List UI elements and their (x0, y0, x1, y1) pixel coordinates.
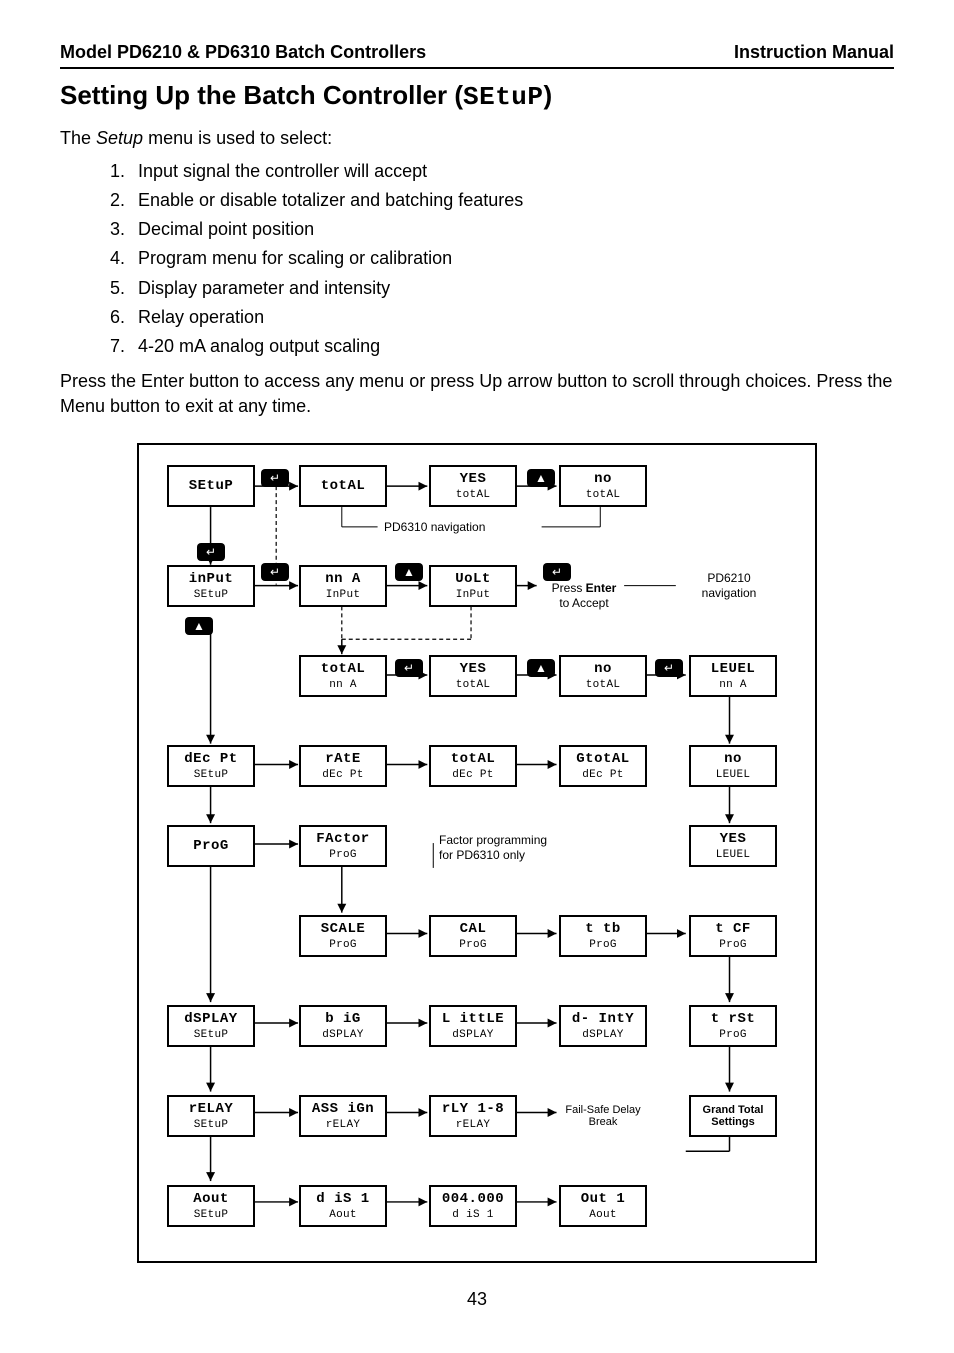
box-volt: UoLtInPut (429, 565, 517, 607)
box-yes-level: YESLEUEL (689, 825, 777, 867)
up-icon: ▲ (527, 469, 555, 487)
box-rate: rAtEdEc Pt (299, 745, 387, 787)
header-left: Model PD6210 & PD6310 Batch Controllers (60, 40, 426, 65)
box-relay: rELAYSEtuP (167, 1095, 255, 1137)
enter-icon: ↵ (655, 659, 683, 677)
note-pd6210-nav: PD6210 navigation (684, 571, 774, 600)
instruction-paragraph: Press the Enter button to access any men… (60, 369, 894, 419)
up-icon: ▲ (395, 563, 423, 581)
box-failsafe: Fail-Safe Delay Break (559, 1095, 647, 1137)
box-assign: ASS iGnrELAY (299, 1095, 387, 1137)
box-rly18: rLY 1-8rELAY (429, 1095, 517, 1137)
list-item: Display parameter and intensity (130, 276, 894, 301)
box-little: L ittLEdSPLAY (429, 1005, 517, 1047)
list-item: Input signal the controller will accept (130, 159, 894, 184)
enter-icon: ↵ (261, 563, 289, 581)
box-aout: AoutSEtuP (167, 1185, 255, 1227)
box-dsplay: dSPLAYSEtuP (167, 1005, 255, 1047)
box-big: b iGdSPLAY (299, 1005, 387, 1047)
header-right: Instruction Manual (734, 40, 894, 65)
box-prog: ProG (167, 825, 255, 867)
box-ma: nn AInPut (299, 565, 387, 607)
up-icon: ▲ (527, 659, 555, 677)
enter-icon: ↵ (543, 563, 571, 581)
list-item: Decimal point position (130, 217, 894, 242)
box-dis1: d iS 1Aout (299, 1185, 387, 1227)
box-total-dec: totALdEc Pt (429, 745, 517, 787)
box-no-level: noLEUEL (689, 745, 777, 787)
menu-flow-diagram: SEtuP ↵ totAL YEStotAL ▲ nototAL PD6310 … (137, 443, 817, 1263)
box-no: nototAL (559, 465, 647, 507)
intro-text: The Setup menu is used to select: (60, 126, 894, 151)
box-level: LEUELnn A (689, 655, 777, 697)
enter-icon: ↵ (395, 659, 423, 677)
box-yes-total: YEStotAL (429, 655, 517, 697)
page-title: Setting Up the Batch Controller (SEtuP) (60, 77, 894, 115)
up-icon: ▲ (185, 617, 213, 635)
box-tcf: t CFProG (689, 915, 777, 957)
box-yes: YEStotAL (429, 465, 517, 507)
box-no-total: nototAL (559, 655, 647, 697)
page-number: 43 (60, 1287, 894, 1312)
box-trst: t rStProG (689, 1005, 777, 1047)
box-dinty: d- IntYdSPLAY (559, 1005, 647, 1047)
box-cal: CALProG (429, 915, 517, 957)
box-grand-total: Grand Total Settings (689, 1095, 777, 1137)
list-item: 4-20 mA analog output scaling (130, 334, 894, 359)
note-pd6310-nav: PD6310 navigation (384, 520, 485, 534)
list-item: Relay operation (130, 305, 894, 330)
box-decpt: dEc PtSEtuP (167, 745, 255, 787)
box-factor: FActorProG (299, 825, 387, 867)
box-004000: 004.000d iS 1 (429, 1185, 517, 1227)
box-total: totAL (299, 465, 387, 507)
enter-icon: ↵ (261, 469, 289, 487)
box-out1: Out 1Aout (559, 1185, 647, 1227)
enter-icon: ↵ (197, 543, 225, 561)
list-item: Program menu for scaling or calibration (130, 246, 894, 271)
note-factor: Factor programming for PD6310 only (439, 833, 559, 862)
box-input: inPutSEtuP (167, 565, 255, 607)
box-gtotal-dec: GtotALdEc Pt (559, 745, 647, 787)
box-ttb: t tbProG (559, 915, 647, 957)
box-setup: SEtuP (167, 465, 255, 507)
box-scale: SCALEProG (299, 915, 387, 957)
box-total-ma: totALnn A (299, 655, 387, 697)
note-press-enter: Press Enterto Accept (544, 581, 624, 610)
list-item: Enable or disable totalizer and batching… (130, 188, 894, 213)
setup-list: Input signal the controller will accept … (130, 159, 894, 359)
